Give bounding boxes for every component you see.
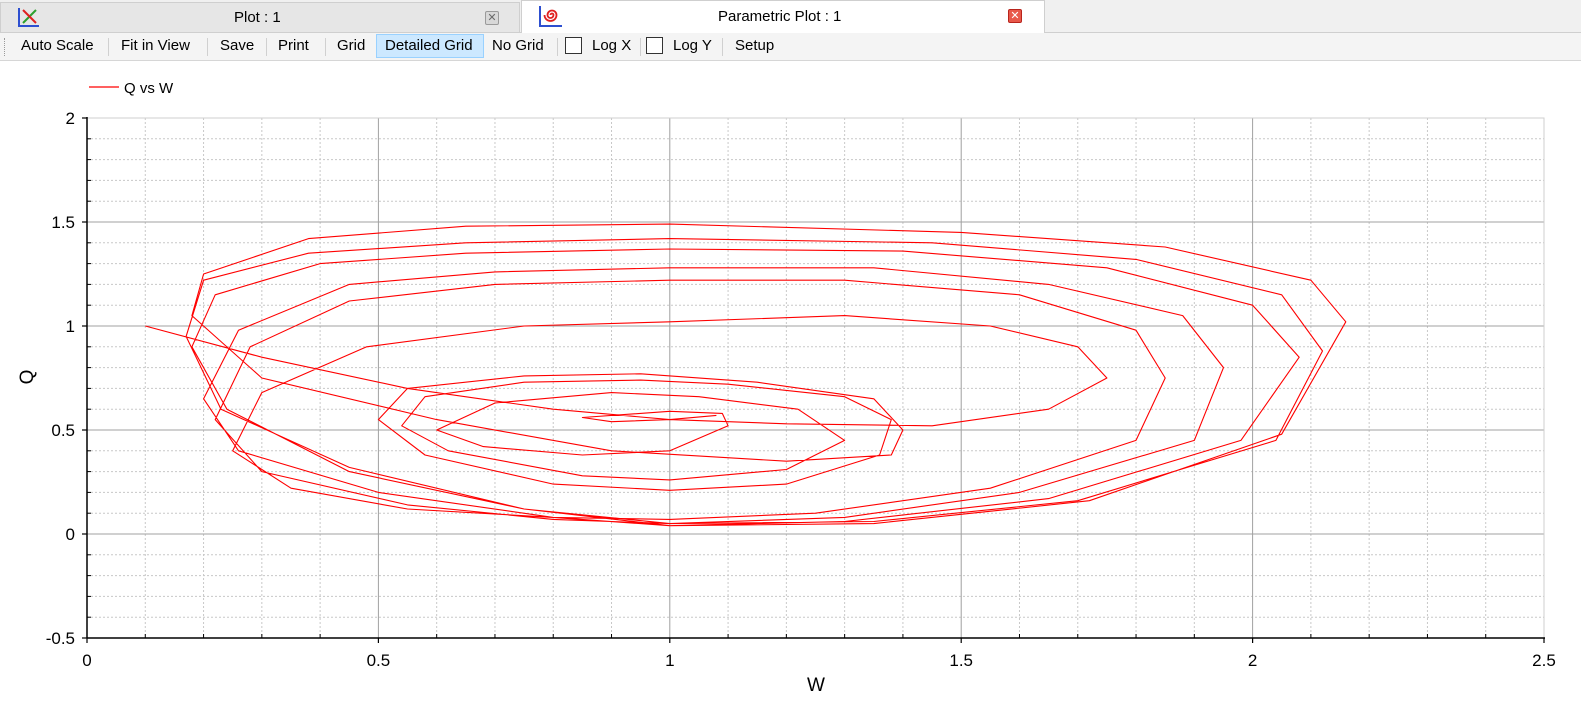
tab-bar: Plot : 1 ✕ Parametric Plot : 1 ✕ bbox=[0, 0, 1581, 33]
x-tick-label: 2 bbox=[1248, 651, 1257, 670]
log-y-checkbox[interactable] bbox=[646, 37, 663, 54]
line-plot-icon bbox=[18, 8, 39, 27]
setup-button[interactable]: Setup bbox=[735, 37, 775, 54]
x-tick-label: 1 bbox=[665, 651, 674, 670]
y-tick-label: 1 bbox=[66, 317, 75, 336]
y-tick-label: 2 bbox=[66, 109, 75, 128]
print-button[interactable]: Print bbox=[278, 37, 309, 54]
tab-plot-1[interactable]: Plot : 1 ✕ bbox=[0, 2, 520, 32]
close-icon[interactable]: ✕ bbox=[485, 11, 499, 25]
tab-title: Parametric Plot : 1 bbox=[718, 8, 842, 25]
legend-label: Q vs W bbox=[124, 80, 174, 97]
x-tick-label: 1.5 bbox=[949, 651, 973, 670]
x-axis-label: W bbox=[807, 675, 825, 696]
x-tick-label: 2.5 bbox=[1532, 651, 1556, 670]
x-tick-labels: 0 0.5 1 1.5 2 2.5 bbox=[82, 651, 1556, 670]
axis-ticks bbox=[82, 117, 1545, 643]
toolbar-separator bbox=[108, 38, 109, 56]
fit-in-view-button[interactable]: Fit in View bbox=[121, 37, 190, 54]
y-axis-label: Q bbox=[17, 370, 38, 385]
x-tick-label: 0 bbox=[82, 651, 91, 670]
log-x-checkbox[interactable] bbox=[565, 37, 582, 54]
y-tick-label: 1.5 bbox=[51, 213, 75, 232]
grid-button[interactable]: Grid bbox=[337, 37, 366, 54]
toolbar-separator bbox=[640, 38, 641, 56]
log-x-label[interactable]: Log X bbox=[592, 37, 632, 54]
toolbar-separator bbox=[207, 38, 208, 56]
log-y-label[interactable]: Log Y bbox=[673, 37, 712, 54]
major-grid bbox=[87, 118, 1544, 638]
toolbar-separator bbox=[557, 38, 558, 56]
parametric-plot-canvas[interactable]: 0 0.5 1 1.5 2 2.5 2 1.5 1 0.5 0 -0.5 W Q Q vs W bbox=[0, 61, 1581, 709]
toolbar-separator bbox=[325, 38, 326, 56]
tab-title: Plot : 1 bbox=[234, 9, 281, 26]
y-tick-label: 0 bbox=[66, 525, 75, 544]
legend: Q vs W bbox=[89, 80, 174, 97]
detailed-grid-button[interactable]: Detailed Grid bbox=[376, 34, 484, 58]
no-grid-button[interactable]: No Grid bbox=[492, 37, 544, 54]
toolbar-separator bbox=[722, 38, 723, 56]
series-line-q-vs-w bbox=[145, 223, 1347, 527]
plot-frame bbox=[86, 117, 1545, 639]
y-tick-label: -0.5 bbox=[46, 629, 75, 648]
toolbar-separator bbox=[266, 38, 267, 56]
save-button[interactable]: Save bbox=[220, 37, 255, 54]
toolbar-grip[interactable] bbox=[4, 38, 7, 56]
x-tick-label: 0.5 bbox=[367, 651, 391, 670]
parametric-spiral-icon bbox=[539, 6, 562, 27]
auto-scale-button[interactable]: Auto Scale bbox=[21, 37, 94, 54]
tab-parametric-plot-1[interactable]: Parametric Plot : 1 ✕ bbox=[521, 0, 1045, 33]
close-icon[interactable]: ✕ bbox=[1008, 9, 1022, 23]
y-tick-labels: 2 1.5 1 0.5 0 -0.5 bbox=[46, 109, 75, 648]
plot-toolbar: Auto Scale Fit in View Save Print Grid D… bbox=[0, 33, 1581, 61]
y-tick-label: 0.5 bbox=[51, 421, 75, 440]
minor-grid bbox=[87, 118, 1544, 638]
